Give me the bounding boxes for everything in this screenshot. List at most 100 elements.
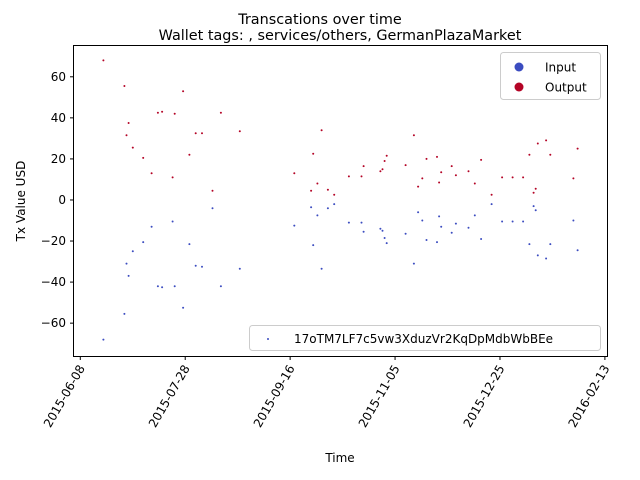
output-point	[360, 175, 363, 178]
output-point	[385, 154, 388, 157]
input-point	[150, 225, 153, 228]
output-point	[102, 59, 105, 62]
input-point	[194, 264, 197, 267]
output-point	[150, 172, 153, 175]
output-point	[576, 147, 579, 150]
input-point	[404, 232, 407, 235]
y-tick-label: −20	[41, 234, 66, 248]
input-point	[572, 219, 575, 222]
output-point	[425, 157, 428, 160]
output-point	[501, 176, 504, 179]
output-point	[320, 129, 323, 132]
legend-wallet-marker	[267, 338, 269, 340]
input-point	[436, 241, 438, 244]
output-point	[161, 110, 164, 113]
input-point	[156, 285, 159, 288]
input-point	[142, 241, 145, 244]
input-point	[188, 243, 191, 246]
input-point	[102, 338, 105, 341]
y-axis-label: Tx Value USD	[14, 161, 28, 243]
input-point	[536, 254, 539, 257]
input-point	[440, 225, 443, 228]
chart-subtitle: Wallet tags: , services/others, GermanPl…	[159, 28, 522, 44]
input-point	[127, 274, 130, 277]
plot-frame	[73, 45, 608, 357]
output-point	[173, 112, 176, 115]
output-point	[404, 164, 407, 167]
input-point	[320, 267, 323, 270]
input-point	[438, 215, 441, 218]
y-tick-label: 40	[51, 111, 66, 125]
output-point	[473, 182, 476, 185]
legend-output-marker	[514, 82, 524, 92]
input-point	[238, 267, 241, 270]
output-point	[545, 139, 548, 142]
input-point	[182, 306, 185, 309]
chart-title: Transcations over time	[237, 12, 402, 28]
x-tick-label: 2015-07-28	[146, 363, 193, 430]
input-point	[125, 262, 128, 265]
input-point	[326, 207, 329, 210]
output-point	[522, 176, 525, 179]
output-point	[201, 132, 203, 135]
output-point	[171, 176, 174, 179]
data-points	[102, 59, 579, 341]
output-point	[362, 165, 365, 168]
output-point	[182, 90, 185, 93]
output-point	[532, 191, 535, 194]
input-point	[549, 243, 552, 246]
y-tick-label: 60	[51, 70, 66, 84]
input-point	[467, 226, 470, 229]
legend-output-label: Output	[545, 81, 587, 95]
input-point	[532, 205, 535, 208]
input-point	[454, 222, 457, 225]
output-point	[417, 185, 420, 188]
output-point	[211, 189, 214, 192]
output-point	[142, 156, 145, 159]
output-point	[188, 153, 191, 156]
output-point	[450, 165, 453, 168]
legend-lower: 17oTM7LF7c5vw3XduzVr2KqDpMdbWbBEe	[249, 325, 601, 351]
input-point	[293, 224, 296, 227]
output-point	[383, 160, 386, 162]
input-point	[383, 237, 386, 239]
output-point	[293, 172, 296, 175]
output-point	[454, 174, 457, 177]
input-point	[534, 209, 537, 212]
x-axis-label: Time	[324, 451, 354, 465]
output-point	[127, 122, 130, 124]
y-tick-label: 0	[58, 193, 66, 207]
x-tick-label: 2015-09-16	[251, 363, 298, 430]
output-point	[528, 153, 531, 156]
input-point	[161, 286, 164, 289]
output-point	[347, 175, 350, 178]
input-point	[385, 242, 388, 245]
x-tick-label: 2015-12-25	[461, 363, 508, 430]
output-point	[219, 111, 222, 114]
y-axis: −60 −40 −20 0 20 40 60	[41, 70, 74, 330]
input-point	[412, 262, 415, 265]
input-point	[347, 221, 350, 224]
output-point	[131, 146, 134, 149]
input-point	[131, 250, 134, 253]
legend-upper-box	[500, 52, 601, 100]
output-point	[438, 181, 441, 184]
input-point	[528, 243, 531, 246]
output-point	[238, 130, 241, 133]
output-point	[412, 134, 415, 137]
input-point	[473, 214, 476, 217]
output-point	[536, 142, 539, 145]
output-point	[490, 193, 493, 196]
output-point	[534, 187, 537, 190]
y-tick-label: 20	[51, 152, 66, 166]
legend-input-marker	[514, 62, 524, 72]
legend-wallet-label: 17oTM7LF7c5vw3XduzVr2KqDpMdbWbBEe	[294, 332, 553, 346]
y-tick-label: −40	[41, 275, 66, 289]
input-point	[511, 220, 514, 223]
input-point	[379, 227, 382, 230]
input-point	[362, 230, 365, 233]
output-point	[123, 85, 126, 87]
input-point	[173, 285, 176, 288]
input-point	[123, 312, 126, 315]
